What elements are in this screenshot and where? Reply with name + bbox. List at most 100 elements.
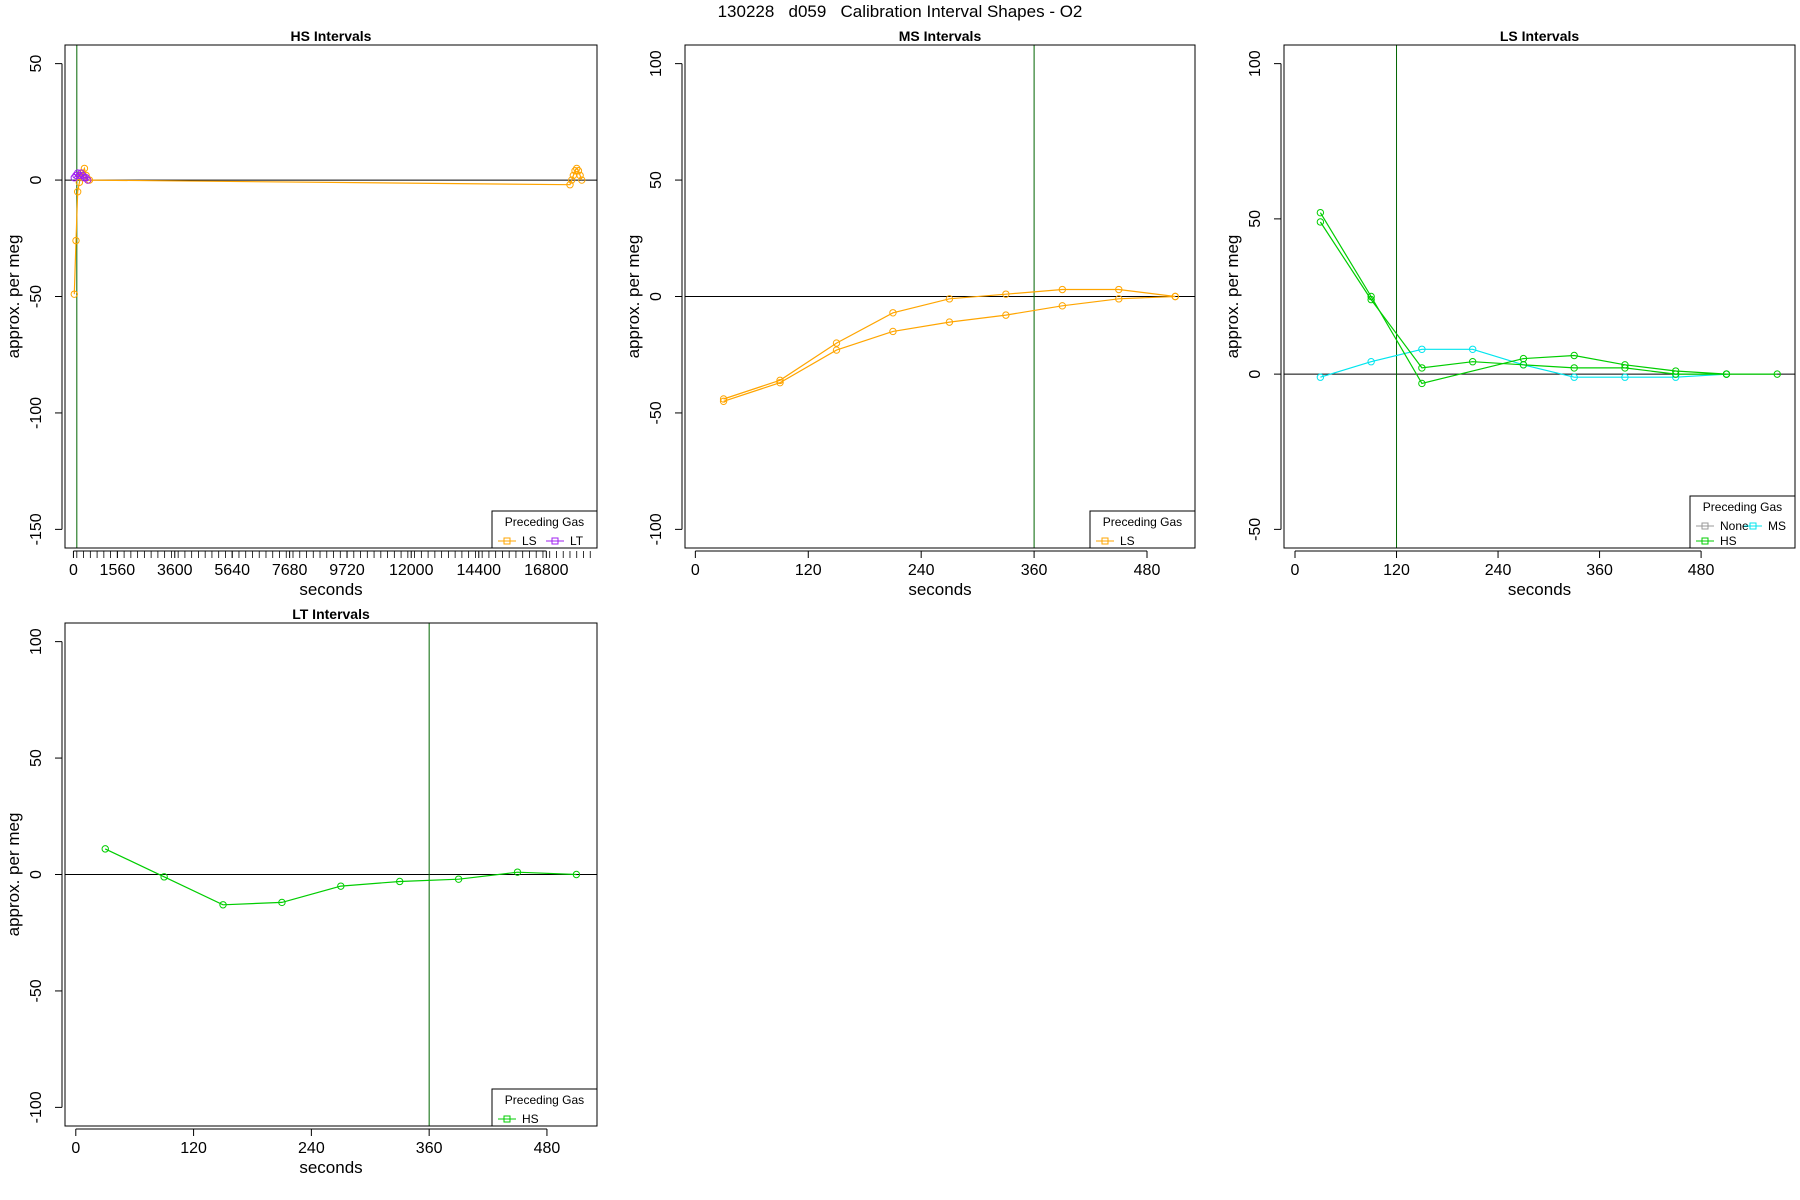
series-hs: [1316, 218, 1781, 378]
plot-frame: [64, 44, 598, 549]
data-point: [1115, 295, 1123, 303]
x-tick-label: 16800: [524, 562, 569, 579]
legend: Preceding Gas HS: [491, 1088, 598, 1127]
legend-box: [491, 1088, 598, 1127]
plot-frame: [64, 622, 598, 1127]
y-tick-label: -50: [648, 401, 665, 424]
data-point: [719, 395, 728, 403]
data-point: [513, 868, 522, 876]
legend-title: Preceding Gas: [505, 1093, 584, 1107]
legend: Preceding Gas None MS HS: [1689, 495, 1796, 549]
y-tick-label: -100: [648, 513, 665, 545]
y-tick-label: -50: [1247, 518, 1264, 541]
data-point: [832, 339, 841, 347]
x-axis-label: seconds: [299, 1158, 362, 1177]
data-point: [576, 171, 584, 180]
x-tick-label: 0: [1291, 562, 1300, 579]
data-point: [101, 845, 109, 853]
data-point: [1621, 361, 1629, 369]
data-point: [1418, 364, 1426, 372]
legend-label: LT: [570, 534, 584, 548]
x-tick-label: 12000: [389, 562, 434, 579]
x-tick-label: 0: [71, 1140, 80, 1157]
y-tick-label: 0: [1247, 370, 1264, 379]
y-tick-label: 50: [1247, 210, 1264, 228]
x-tick-label: 360: [1586, 562, 1613, 579]
panel-title: MS Intervals: [899, 28, 982, 44]
series-ls: [719, 292, 1179, 405]
figure-title: 130228 d059 Calibration Interval Shapes …: [717, 2, 1083, 21]
y-tick-label: 0: [28, 870, 45, 879]
data-point: [776, 378, 784, 387]
x-tick-label: 9720: [329, 562, 365, 579]
y-axis-label: approx. per meg: [4, 813, 23, 937]
data-point: [1570, 364, 1578, 372]
data-point: [82, 174, 90, 182]
x-tick-label: 7680: [272, 562, 308, 579]
series-line: [104, 848, 577, 906]
y-axis-label: approx. per meg: [1223, 235, 1242, 359]
x-axis-label: seconds: [908, 580, 971, 599]
legend-label: LS: [1120, 534, 1135, 548]
data-point: [1570, 373, 1578, 381]
y-tick-label: 0: [648, 292, 665, 301]
x-tick-label: 120: [1383, 562, 1410, 579]
plot-frame: [1283, 44, 1796, 549]
x-tick-label: 240: [1485, 562, 1512, 579]
data-point: [1570, 351, 1578, 360]
chart-panel-2: MS Intervals 0 120 240 360 480 seconds 100 50 0 -5…: [624, 28, 1196, 599]
y-tick-label: -150: [28, 513, 45, 545]
data-point: [160, 873, 168, 881]
data-point: [1058, 302, 1067, 310]
legend-label: HS: [522, 1112, 539, 1126]
data-point: [1418, 379, 1426, 388]
legend-title: Preceding Gas: [1103, 515, 1182, 529]
data-point: [945, 295, 954, 303]
series-ls: [719, 285, 1179, 403]
legend-title: Preceding Gas: [505, 515, 584, 529]
y-axis-label: approx. per meg: [624, 235, 643, 359]
data-point: [572, 870, 581, 879]
series-hs: [1316, 208, 1731, 388]
data-point: [889, 309, 897, 317]
data-point: [567, 176, 576, 184]
plot-frame: [684, 44, 1196, 549]
series-ls: [70, 164, 586, 298]
legend: Preceding Gas LS: [1089, 510, 1196, 549]
data-point: [889, 327, 897, 336]
data-point: [1316, 373, 1325, 381]
legend-swatch-marker: [1701, 537, 1709, 545]
x-tick-label: 0: [69, 562, 78, 579]
x-tick-label: 240: [298, 1140, 325, 1157]
x-tick-label: 14400: [457, 562, 502, 579]
y-tick-label: -100: [28, 1091, 45, 1123]
x-tick-label: 5640: [214, 562, 250, 579]
data-point: [337, 882, 345, 890]
data-point: [945, 318, 954, 326]
legend-label: MS: [1768, 519, 1786, 533]
x-tick-label: 360: [1021, 562, 1048, 579]
y-tick-label: 50: [28, 749, 45, 767]
data-point: [578, 176, 586, 184]
series-line: [723, 295, 1176, 402]
x-tick-label: 360: [416, 1140, 443, 1157]
legend: Preceding Gas LS LT: [491, 510, 598, 549]
x-tick-label: 480: [1134, 562, 1161, 579]
data-point: [84, 176, 92, 184]
series-hs: [101, 845, 581, 909]
data-point: [719, 397, 728, 405]
data-point: [1316, 208, 1325, 217]
legend-swatch-marker: [503, 1115, 511, 1123]
data-point: [219, 901, 227, 909]
data-point: [573, 164, 581, 173]
data-point: [278, 898, 286, 907]
chart-panel-4: LT Intervals 0 120 240 360 480 seconds 100 50 0 -5…: [4, 606, 598, 1177]
panel-title: LS Intervals: [1500, 28, 1580, 44]
data-point: [566, 181, 574, 189]
data-point: [1115, 285, 1123, 294]
y-axis-label: approx. per meg: [4, 235, 23, 359]
panel-title: LT Intervals: [292, 606, 370, 622]
x-tick-label: 480: [534, 1140, 561, 1157]
data-point: [396, 877, 404, 886]
legend-swatch-marker: [1701, 522, 1709, 530]
